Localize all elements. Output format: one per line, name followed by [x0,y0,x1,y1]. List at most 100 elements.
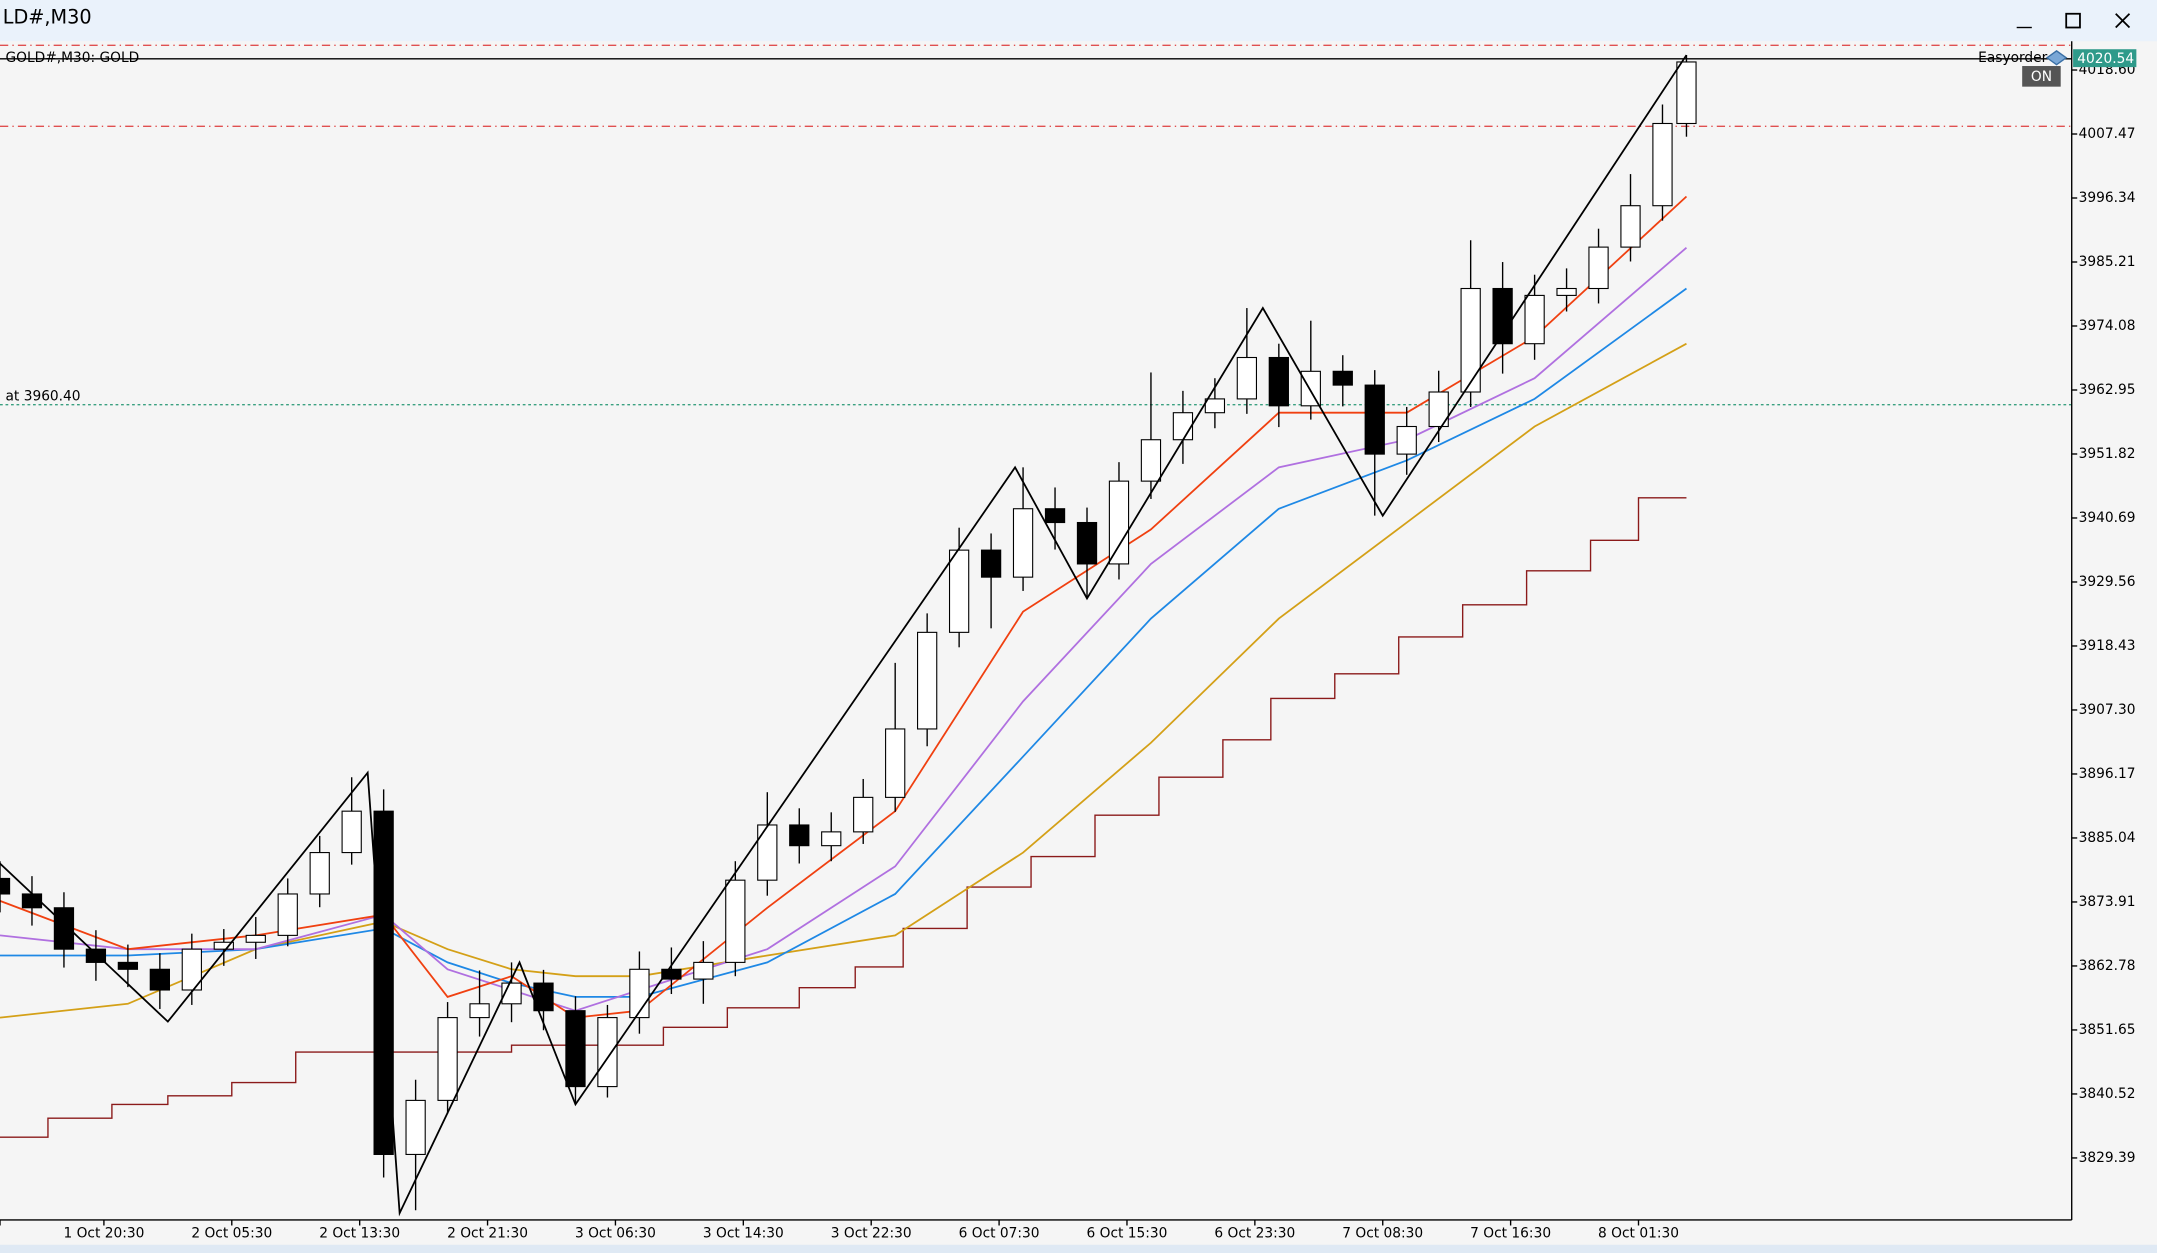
bear-candle [789,824,810,847]
bull-candle [917,631,938,730]
y-tick-label: 3929.56 [2079,574,2136,590]
bull-candle [1460,287,1481,393]
bull-candle [948,549,970,633]
y-tick-label: 3896.17 [2079,766,2136,782]
x-tick-label: 6 Oct 15:30 [1087,1226,1168,1242]
bull-candle [853,796,874,833]
y-tick-label: 3885.04 [2079,830,2136,846]
x-tick-label: 6 Oct 07:30 [959,1226,1040,1242]
bull-candle [341,810,362,854]
x-tick-label: 7 Oct 16:30 [1470,1226,1551,1242]
bull-candle [725,879,746,963]
bull-candle [1588,246,1609,290]
bull-candle [309,852,330,895]
bull-candle [597,1017,618,1088]
bear-candle [1044,508,1066,524]
bear-candle [1492,287,1513,345]
bull-candle [1140,439,1162,482]
bull-candle [245,934,266,943]
bull-candle [1676,61,1697,125]
bear-candle [53,907,75,950]
x-tick-label: 3 Oct 06:30 [575,1226,656,1242]
bull-candle [181,948,202,991]
x-tick-label: 2 Oct 05:30 [191,1226,272,1242]
bull-candle [1172,412,1194,441]
y-tick-label: 3996.34 [2079,190,2136,206]
x-tick-label: 2 Oct 13:30 [319,1226,400,1242]
maximize-button[interactable] [2065,12,2081,29]
bear-candle [149,968,170,991]
step-line [0,497,1687,1138]
bull-candle [1620,205,1641,248]
bull-candle [821,831,842,847]
y-tick-label: 3862.78 [2079,958,2136,974]
expert-state-button[interactable]: ON [2022,66,2061,87]
axes: 4018.604007.473996.343985.213974.083962.… [0,62,2135,1242]
y-tick-label: 3985.21 [2079,254,2136,270]
x-tick-label: 3 Oct 14:30 [703,1226,784,1242]
bear-candle [1076,521,1098,565]
y-tick-label: 3840.52 [2079,1086,2136,1102]
indicator-line [0,54,1688,1217]
y-tick-label: 3907.30 [2079,702,2136,718]
y-tick-label: 4007.47 [2079,126,2136,142]
bull-candle [693,961,714,980]
bull-candle [405,1099,426,1155]
x-tick-label: 7 Oct 08:30 [1342,1226,1423,1242]
expert-label: Easyorder [1978,50,2047,66]
bear-candle [980,549,1002,578]
x-tick-label: 8 Oct 01:30 [1598,1226,1679,1242]
bull-candle [1652,122,1673,207]
bear-candle [565,1010,586,1088]
bear-candle [661,968,682,980]
bull-candle [469,1003,490,1019]
price-level-label: at 3960.40 [6,388,81,404]
x-tick-label: 2 Oct 21:30 [447,1226,528,1242]
bull-candle [885,728,906,798]
bear-candle [1364,384,1385,455]
price-tag-label: 4020.54 [2077,51,2134,67]
bottom-strip [0,1244,2157,1253]
bear-candle [117,961,139,970]
bull-candle [1236,356,1258,400]
bull-candle [277,893,298,936]
y-tick-label: 3940.69 [2079,510,2136,526]
x-tick-label: 1 Oct 20:30 [63,1226,144,1242]
y-tick-label: 3851.65 [2079,1022,2136,1038]
bear-candle [1268,356,1289,407]
bull-candle [1524,294,1545,345]
bull-candle [1012,508,1034,578]
bull-candle [213,941,234,950]
expert-icon [2045,50,2068,66]
window-title: LD#,M30 [3,5,92,28]
price-tag [2073,49,2137,68]
bull-candle [1428,391,1449,428]
bull-candle [1108,480,1130,565]
y-tick-label: 3918.43 [2079,638,2136,654]
symbol-label: GOLD#,M30: GOLD [6,50,140,66]
bull-candle [1556,287,1577,296]
plot [0,44,2072,1217]
plot-area [0,41,2072,1220]
bull-candle [1396,425,1417,455]
y-tick-label: 3829.39 [2079,1150,2136,1166]
bull-candle [757,824,778,881]
y-tick-label: 3974.08 [2079,318,2136,334]
bear-candle [0,877,11,895]
bear-candle [1332,370,1353,386]
expert-state-bg[interactable] [2022,66,2061,87]
bull-candle [1300,370,1321,407]
title-bar [0,0,2157,42]
x-tick-label: 3 Oct 22:30 [831,1226,912,1242]
y-tick-label: 3873.91 [2079,894,2136,910]
x-tick-label: 6 Oct 23:30 [1214,1226,1295,1242]
bull-candle [1204,398,1226,414]
close-button[interactable] [2115,13,2131,29]
expert-state[interactable]: ON [2031,69,2052,85]
window-controls[interactable] [2016,12,2131,29]
y-tick-label: 3951.82 [2079,446,2136,462]
bull-candle [437,1017,458,1101]
